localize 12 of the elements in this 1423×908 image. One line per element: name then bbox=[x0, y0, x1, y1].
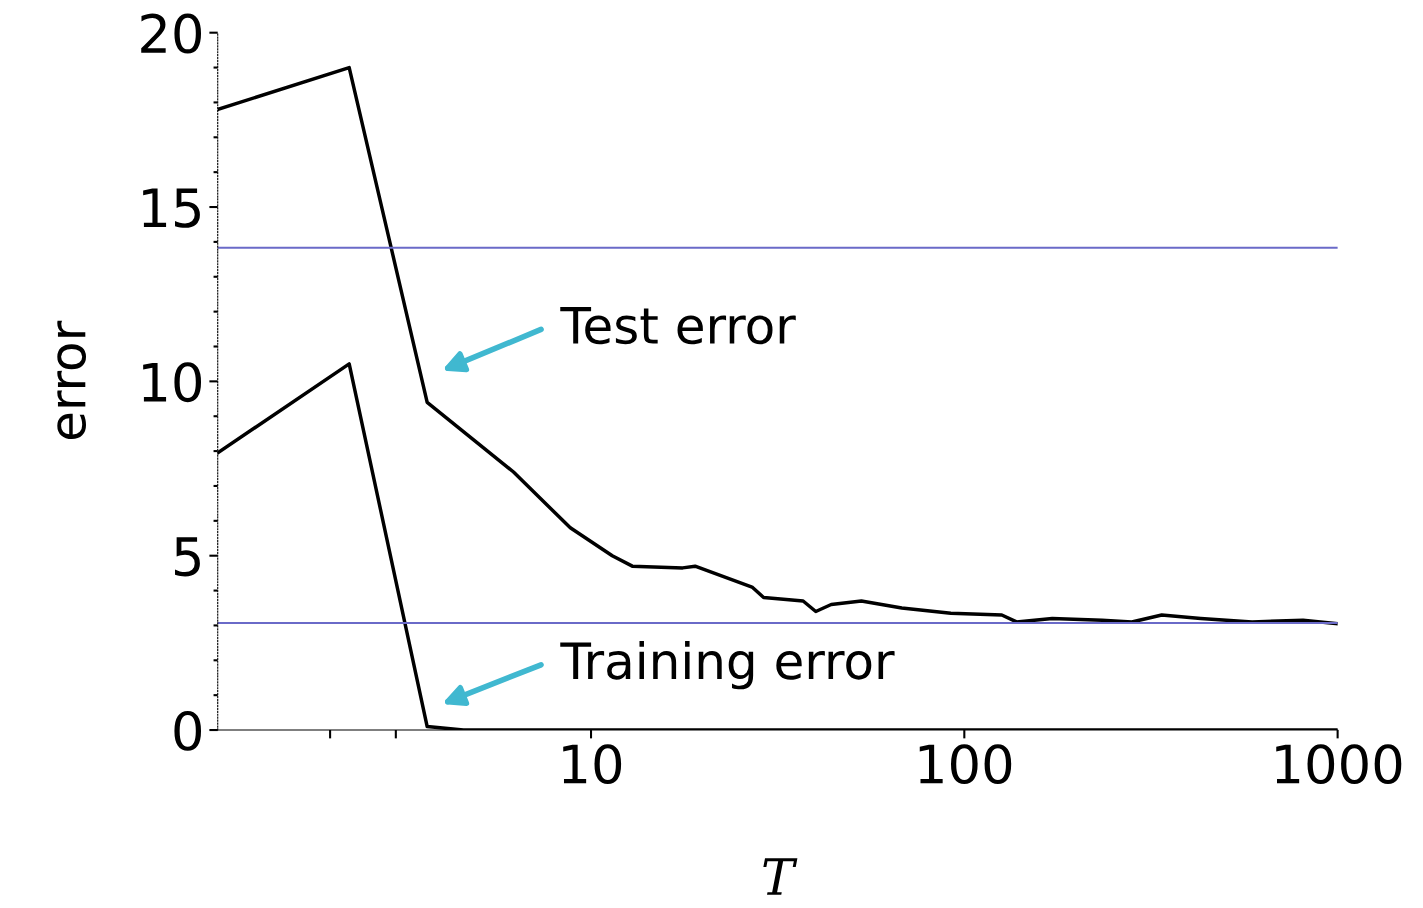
y-tick-label: 5 bbox=[175, 537, 200, 577]
x-axis-title: T bbox=[763, 858, 798, 895]
annotation: Training error bbox=[560, 640, 895, 690]
y-tick-label: 0 bbox=[174, 710, 202, 751]
y-axis-title: error bbox=[57, 320, 87, 440]
x-tick-label: 1000 bbox=[1276, 744, 1402, 785]
y-tick-label: 10 bbox=[143, 362, 202, 403]
x-tick-label: 100 bbox=[919, 744, 1012, 785]
y-tick-label: 15 bbox=[143, 188, 200, 228]
y-tick-label: 20 bbox=[141, 13, 202, 54]
x-tick-label: 10 bbox=[563, 744, 622, 785]
annotation: Test error bbox=[560, 307, 796, 345]
